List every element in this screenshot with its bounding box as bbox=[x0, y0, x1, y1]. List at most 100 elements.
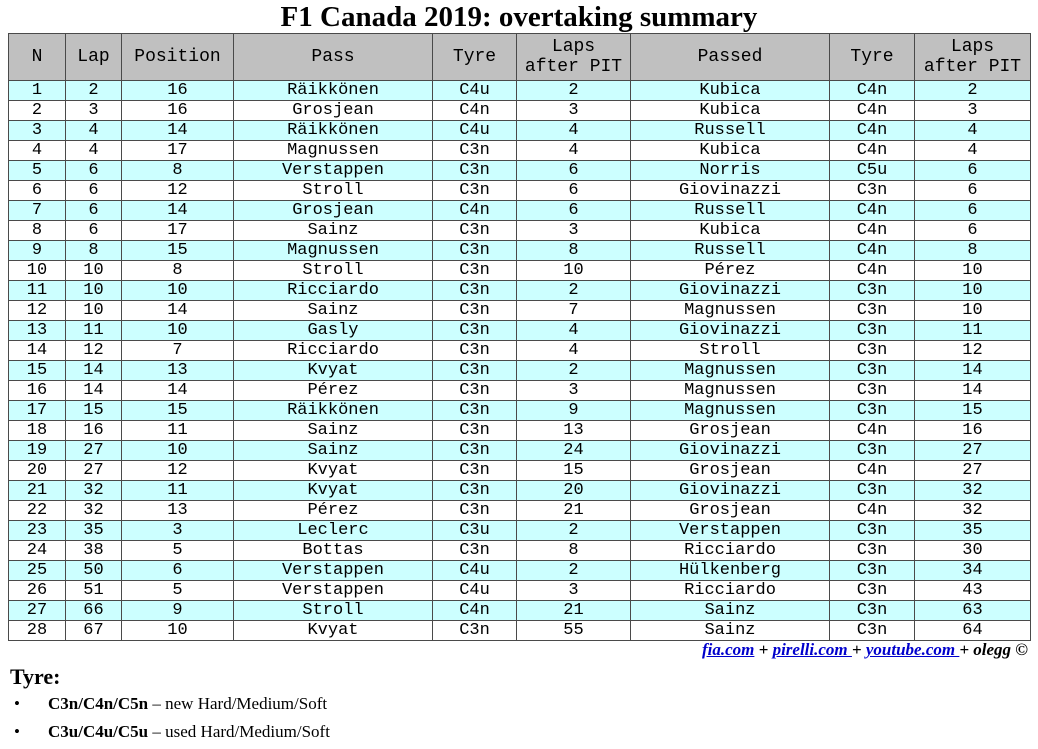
cell-pass-laps-after-pit: 2 bbox=[516, 360, 631, 381]
cell-pass-laps-after-pit: 9 bbox=[516, 400, 631, 421]
youtube-link[interactable]: youtube.com bbox=[865, 640, 960, 659]
cell-passed-laps-after-pit: 64 bbox=[914, 620, 1031, 641]
cell-position: 15 bbox=[121, 400, 234, 421]
credits-sep-2: + bbox=[851, 640, 866, 659]
cell-n: 1 bbox=[8, 80, 66, 101]
cell-lap: 4 bbox=[65, 120, 122, 141]
credits-author: + olegg © bbox=[959, 640, 1028, 659]
cell-pass-tyre: C4u bbox=[432, 120, 517, 141]
cell-passed-laps-after-pit: 12 bbox=[914, 340, 1031, 361]
cell-pass-driver: Bottas bbox=[233, 540, 433, 561]
cell-passed-laps-after-pit: 6 bbox=[914, 220, 1031, 241]
cell-passed-tyre: C3n bbox=[829, 180, 915, 201]
cell-lap: 35 bbox=[65, 520, 122, 541]
table-row: 27 66 9 Stroll C4n 21 Sainz C3n 63 bbox=[8, 600, 1031, 621]
cell-passed-driver: Russell bbox=[630, 120, 830, 141]
cell-n: 20 bbox=[8, 460, 66, 481]
header-passed[interactable]: Passed bbox=[630, 33, 830, 81]
cell-pass-tyre: C3n bbox=[432, 480, 517, 501]
header-n[interactable]: N bbox=[8, 33, 66, 81]
cell-pass-laps-after-pit: 8 bbox=[516, 240, 631, 261]
cell-n: 26 bbox=[8, 580, 66, 601]
table-row: 19 27 10 Sainz C3n 24 Giovinazzi C3n 27 bbox=[8, 440, 1031, 461]
table-row: 25 50 6 Verstappen C4u 2 Hülkenberg C3n 34 bbox=[8, 560, 1031, 581]
cell-passed-tyre: C3n bbox=[829, 300, 915, 321]
cell-passed-driver: Grosjean bbox=[630, 460, 830, 481]
cell-pass-laps-after-pit: 6 bbox=[516, 180, 631, 201]
cell-pass-tyre: C3n bbox=[432, 620, 517, 641]
table-row: 17 15 15 Räikkönen C3n 9 Magnussen C3n 15 bbox=[8, 400, 1031, 421]
cell-passed-laps-after-pit: 63 bbox=[914, 600, 1031, 621]
cell-pass-driver: Kvyat bbox=[233, 480, 433, 501]
table-row: 16 14 14 Pérez C3n 3 Magnussen C3n 14 bbox=[8, 380, 1031, 401]
cell-lap: 14 bbox=[65, 380, 122, 401]
cell-lap: 6 bbox=[65, 180, 122, 201]
cell-pass-driver: Kvyat bbox=[233, 360, 433, 381]
cell-passed-driver: Giovinazzi bbox=[630, 320, 830, 341]
cell-passed-tyre: C3n bbox=[829, 340, 915, 361]
header-laps-after-pit[interactable]: Laps after PIT bbox=[516, 33, 631, 81]
overtaking-table: N Lap Position Pass Tyre Laps after PIT P… bbox=[8, 33, 1031, 641]
cell-lap: 32 bbox=[65, 500, 122, 521]
cell-position: 12 bbox=[121, 460, 234, 481]
cell-pass-laps-after-pit: 2 bbox=[516, 520, 631, 541]
cell-passed-driver: Verstappen bbox=[630, 520, 830, 541]
cell-n: 24 bbox=[8, 540, 66, 561]
cell-passed-tyre: C4n bbox=[829, 260, 915, 281]
cell-lap: 51 bbox=[65, 580, 122, 601]
cell-pass-driver: Stroll bbox=[233, 600, 433, 621]
cell-pass-laps-after-pit: 3 bbox=[516, 380, 631, 401]
cell-n: 4 bbox=[8, 140, 66, 161]
header-tyre-passed[interactable]: Tyre bbox=[829, 33, 915, 81]
cell-pass-laps-after-pit: 2 bbox=[516, 80, 631, 101]
cell-passed-laps-after-pit: 43 bbox=[914, 580, 1031, 601]
header-pass[interactable]: Pass bbox=[233, 33, 433, 81]
cell-pass-driver: Pérez bbox=[233, 500, 433, 521]
cell-n: 18 bbox=[8, 420, 66, 441]
legend-code: C3u/C4u/C5u bbox=[48, 722, 149, 741]
cell-n: 15 bbox=[8, 360, 66, 381]
cell-pass-tyre: C3n bbox=[432, 500, 517, 521]
cell-pass-driver: Gasly bbox=[233, 320, 433, 341]
cell-lap: 16 bbox=[65, 420, 122, 441]
cell-pass-driver: Sainz bbox=[233, 420, 433, 441]
table-row: 8 6 17 Sainz C3n 3 Kubica C4n 6 bbox=[8, 220, 1031, 241]
cell-lap: 4 bbox=[65, 140, 122, 161]
header-tyre[interactable]: Tyre bbox=[432, 33, 517, 81]
cell-position: 5 bbox=[121, 580, 234, 601]
cell-n: 11 bbox=[8, 280, 66, 301]
cell-pass-driver: Pérez bbox=[233, 380, 433, 401]
cell-passed-driver: Stroll bbox=[630, 340, 830, 361]
fia-link[interactable]: fia.com bbox=[701, 640, 755, 659]
cell-pass-laps-after-pit: 3 bbox=[516, 100, 631, 121]
legend-title: Tyre: bbox=[10, 664, 61, 689]
cell-position: 10 bbox=[121, 620, 234, 641]
cell-n: 6 bbox=[8, 180, 66, 201]
cell-passed-laps-after-pit: 16 bbox=[914, 420, 1031, 441]
cell-pass-tyre: C4u bbox=[432, 80, 517, 101]
cell-position: 14 bbox=[121, 300, 234, 321]
cell-position: 8 bbox=[121, 260, 234, 281]
cell-pass-driver: Magnussen bbox=[233, 240, 433, 261]
cell-position: 16 bbox=[121, 100, 234, 121]
cell-pass-tyre: C4u bbox=[432, 580, 517, 601]
cell-passed-laps-after-pit: 11 bbox=[914, 320, 1031, 341]
cell-pass-driver: Sainz bbox=[233, 440, 433, 461]
table-row: 2 3 16 Grosjean C4n 3 Kubica C4n 3 bbox=[8, 100, 1031, 121]
cell-passed-tyre: C4n bbox=[829, 140, 915, 161]
cell-passed-driver: Russell bbox=[630, 200, 830, 221]
cell-pass-laps-after-pit: 10 bbox=[516, 260, 631, 281]
cell-pass-laps-after-pit: 4 bbox=[516, 340, 631, 361]
pirelli-link[interactable]: pirelli.com bbox=[772, 640, 852, 659]
header-lap[interactable]: Lap bbox=[65, 33, 122, 81]
header-laps-after-pit-passed[interactable]: Laps after PIT bbox=[914, 33, 1031, 81]
bullet-icon: • bbox=[14, 722, 20, 741]
cell-pass-driver: Sainz bbox=[233, 220, 433, 241]
cell-pass-driver: Verstappen bbox=[233, 160, 433, 181]
cell-pass-laps-after-pit: 20 bbox=[516, 480, 631, 501]
cell-position: 7 bbox=[121, 340, 234, 361]
cell-pass-laps-after-pit: 6 bbox=[516, 160, 631, 181]
header-position[interactable]: Position bbox=[121, 33, 234, 81]
cell-pass-laps-after-pit: 4 bbox=[516, 120, 631, 141]
table-row: 13 11 10 Gasly C3n 4 Giovinazzi C3n 11 bbox=[8, 320, 1031, 341]
